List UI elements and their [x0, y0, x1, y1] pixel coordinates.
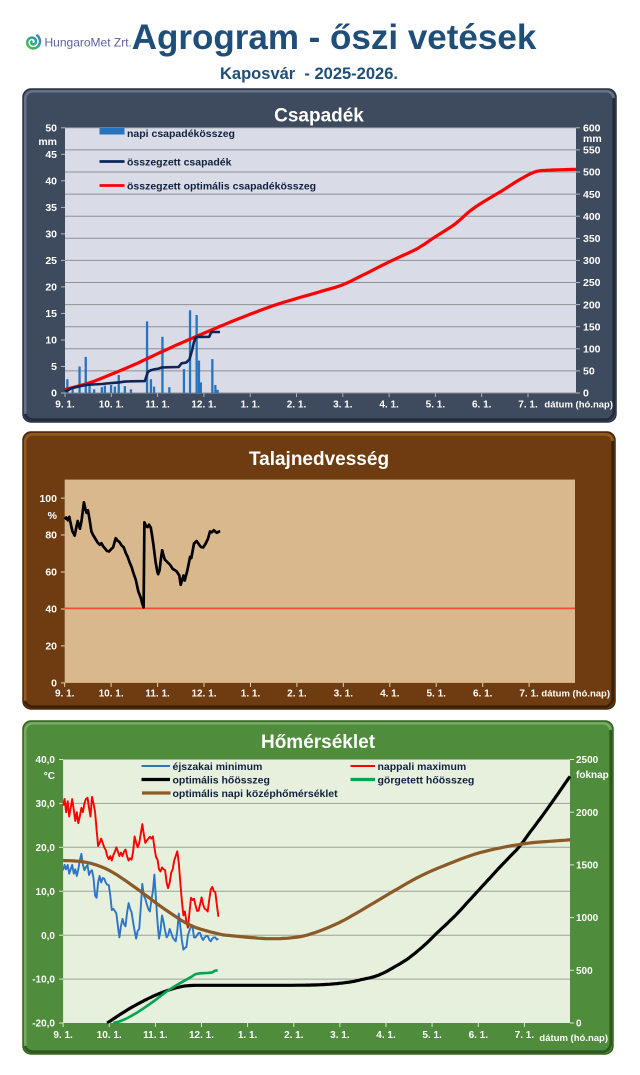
svg-text:11. 1.: 11. 1. — [145, 400, 170, 411]
svg-text:%: % — [48, 510, 58, 522]
svg-text:0: 0 — [51, 678, 57, 690]
svg-text:10. 1.: 10. 1. — [99, 400, 124, 411]
svg-text:°C: °C — [44, 771, 55, 782]
svg-text:50: 50 — [45, 123, 57, 135]
svg-text:2. 1.: 2. 1. — [287, 400, 307, 411]
svg-text:6. 1.: 6. 1. — [469, 1030, 489, 1041]
svg-text:-20,0: -20,0 — [32, 1019, 55, 1030]
svg-text:60: 60 — [45, 567, 57, 579]
svg-text:5. 1.: 5. 1. — [426, 400, 446, 411]
svg-text:1. 1.: 1. 1. — [241, 689, 261, 700]
svg-text:napi csapadékösszeg: napi csapadékösszeg — [127, 128, 235, 140]
svg-text:5. 1.: 5. 1. — [422, 1030, 442, 1041]
svg-text:550: 550 — [583, 145, 601, 157]
svg-text:1. 1.: 1. 1. — [238, 1030, 258, 1041]
svg-text:2000: 2000 — [576, 808, 599, 819]
svg-text:dátum (hó.nap): dátum (hó.nap) — [541, 689, 610, 700]
svg-text:200: 200 — [583, 299, 601, 311]
svg-text:6. 1.: 6. 1. — [473, 689, 493, 700]
svg-text:35: 35 — [45, 202, 57, 214]
svg-text:20,0: 20,0 — [36, 843, 56, 854]
svg-text:9. 1.: 9. 1. — [55, 689, 75, 700]
svg-text:400: 400 — [583, 211, 601, 223]
svg-text:12. 1.: 12. 1. — [191, 400, 216, 411]
svg-text:50: 50 — [583, 366, 595, 378]
svg-text:500: 500 — [583, 167, 601, 179]
svg-text:mm: mm — [583, 133, 602, 145]
svg-text:7. 1.: 7. 1. — [519, 689, 539, 700]
svg-text:100: 100 — [39, 493, 57, 505]
svg-text:mm: mm — [38, 136, 57, 148]
svg-text:összegzett csapadék: összegzett csapadék — [127, 157, 232, 169]
svg-text:0: 0 — [576, 1019, 582, 1030]
svg-text:Talajnedvesség: Talajnedvesség — [249, 449, 389, 470]
svg-text:0: 0 — [51, 388, 57, 400]
svg-text:optimális napi középhőmérsékle: optimális napi középhőmérséklet — [173, 788, 339, 800]
svg-text:12. 1.: 12. 1. — [189, 1030, 214, 1041]
svg-text:250: 250 — [583, 277, 601, 289]
svg-text:10. 1.: 10. 1. — [99, 689, 124, 700]
svg-text:10: 10 — [45, 335, 57, 347]
svg-text:foknap: foknap — [576, 770, 609, 781]
svg-text:Csapadék: Csapadék — [274, 106, 364, 127]
svg-text:10,0: 10,0 — [36, 887, 56, 898]
svg-text:25: 25 — [45, 255, 57, 267]
svg-text:4. 1.: 4. 1. — [376, 1030, 396, 1041]
svg-text:2500: 2500 — [576, 755, 599, 766]
svg-text:1500: 1500 — [576, 861, 599, 872]
svg-text:150: 150 — [583, 321, 601, 333]
svg-text:15: 15 — [45, 308, 57, 320]
svg-text:20: 20 — [45, 282, 57, 294]
svg-text:10. 1.: 10. 1. — [97, 1030, 122, 1041]
svg-text:45: 45 — [45, 149, 57, 161]
svg-text:3. 1.: 3. 1. — [330, 1030, 350, 1041]
svg-text:80: 80 — [45, 530, 57, 542]
svg-text:40: 40 — [45, 176, 57, 188]
svg-text:100: 100 — [583, 344, 601, 356]
svg-text:4. 1.: 4. 1. — [379, 400, 399, 411]
svg-text:2. 1.: 2. 1. — [287, 689, 307, 700]
svg-text:500: 500 — [576, 966, 593, 977]
svg-text:1000: 1000 — [576, 913, 599, 924]
svg-text:300: 300 — [583, 255, 601, 267]
svg-text:optimális hőösszeg: optimális hőösszeg — [173, 774, 270, 786]
svg-text:5. 1.: 5. 1. — [426, 689, 446, 700]
svg-text:Hőmérséklet: Hőmérséklet — [261, 732, 376, 753]
svg-text:30,0: 30,0 — [36, 799, 56, 810]
svg-text:összegzett optimális csapadékö: összegzett optimális csapadékösszeg — [127, 181, 316, 193]
svg-text:20: 20 — [45, 641, 57, 653]
svg-text:9. 1.: 9. 1. — [53, 1030, 73, 1041]
svg-text:40: 40 — [45, 604, 57, 616]
svg-text:HungaroMet Zrt.: HungaroMet Zrt. — [45, 35, 132, 49]
svg-text:dátum (hó.nap): dátum (hó.nap) — [539, 1033, 608, 1044]
svg-text:-10,0: -10,0 — [32, 975, 55, 986]
svg-text:2. 1.: 2. 1. — [284, 1030, 304, 1041]
svg-text:7. 1.: 7. 1. — [518, 400, 538, 411]
svg-text:1. 1.: 1. 1. — [240, 400, 260, 411]
svg-text:11. 1.: 11. 1. — [145, 689, 170, 700]
svg-text:12. 1.: 12. 1. — [191, 689, 216, 700]
svg-text:40,0: 40,0 — [36, 755, 56, 766]
svg-text:4. 1.: 4. 1. — [380, 689, 400, 700]
svg-text:görgetett hőösszeg: görgetett hőösszeg — [378, 774, 475, 786]
svg-text:nappali maximum: nappali maximum — [378, 761, 467, 773]
svg-text:6. 1.: 6. 1. — [472, 400, 492, 411]
svg-text:3. 1.: 3. 1. — [334, 689, 354, 700]
svg-text:350: 350 — [583, 233, 601, 245]
svg-text:11. 1.: 11. 1. — [143, 1030, 168, 1041]
svg-text:600: 600 — [583, 123, 601, 135]
svg-text:9. 1.: 9. 1. — [55, 400, 75, 411]
svg-text:5: 5 — [51, 361, 57, 373]
svg-text:450: 450 — [583, 189, 601, 201]
svg-text:30: 30 — [45, 229, 57, 241]
svg-text:7. 1.: 7. 1. — [515, 1030, 535, 1041]
svg-text:0: 0 — [583, 388, 589, 400]
svg-text:éjszakai minimum: éjszakai minimum — [173, 761, 263, 773]
svg-text:0,0: 0,0 — [41, 931, 55, 942]
svg-text:dátum (hó.nap): dátum (hó.nap) — [544, 400, 613, 411]
svg-text:3. 1.: 3. 1. — [333, 400, 353, 411]
